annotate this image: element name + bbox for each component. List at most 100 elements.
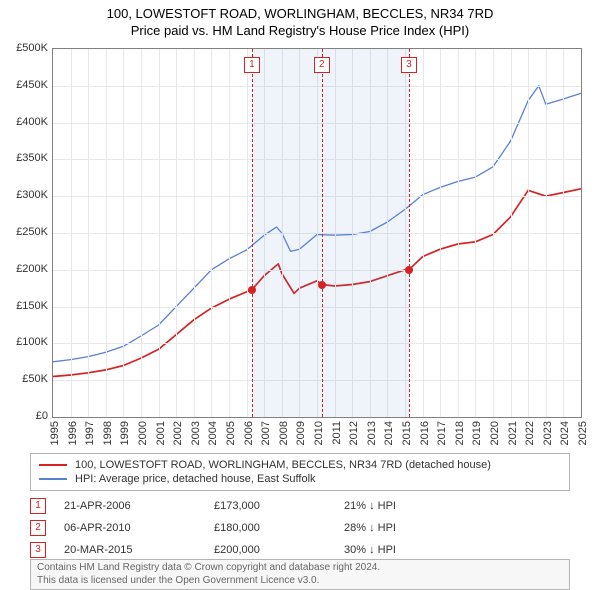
x-axis-label: 2007 <box>260 421 272 445</box>
x-gridline <box>176 49 177 417</box>
x-gridline <box>475 49 476 417</box>
x-axis-label: 2002 <box>172 421 184 445</box>
event-point <box>248 286 256 294</box>
x-axis-label: 2000 <box>137 421 149 445</box>
event-guideline <box>252 49 253 417</box>
footer: Contains HM Land Registry data © Crown c… <box>30 559 570 590</box>
x-gridline <box>194 49 195 417</box>
x-axis-label: 2015 <box>401 421 413 445</box>
x-axis-label: 2014 <box>383 421 395 445</box>
shaded-region <box>252 49 322 417</box>
x-gridline <box>123 49 124 417</box>
x-axis-label: 2005 <box>225 421 237 445</box>
y-axis-label: £350K <box>4 152 48 164</box>
x-axis-label: 1996 <box>67 421 79 445</box>
event-price: £200,000 <box>214 544 344 556</box>
event-note: 30% ↓ HPI <box>344 544 570 556</box>
x-gridline <box>71 49 72 417</box>
x-axis-label: 2011 <box>331 421 343 445</box>
x-axis-label: 2009 <box>295 421 307 445</box>
footer-line-1: Contains HM Land Registry data © Crown c… <box>37 562 563 575</box>
x-gridline <box>546 49 547 417</box>
legend-label: HPI: Average price, detached house, East… <box>75 473 316 485</box>
y-axis-label: £250K <box>4 226 48 238</box>
title-line-1: 100, LOWESTOFT ROAD, WORLINGHAM, BECCLES… <box>0 6 600 23</box>
x-axis-label: 2019 <box>471 421 483 445</box>
x-axis-label: 2003 <box>190 421 202 445</box>
x-axis-label: 2018 <box>454 421 466 445</box>
event-marker: 1 <box>244 57 260 73</box>
x-axis-label: 2024 <box>559 421 571 445</box>
event-date: 06-APR-2010 <box>64 522 214 534</box>
event-price: £180,000 <box>214 522 344 534</box>
x-gridline <box>229 49 230 417</box>
x-axis-label: 1997 <box>84 421 96 445</box>
legend: 100, LOWESTOFT ROAD, WORLINGHAM, BECCLES… <box>30 453 570 491</box>
x-axis-label: 1999 <box>119 421 131 445</box>
x-axis-label: 1995 <box>49 421 61 445</box>
x-gridline <box>423 49 424 417</box>
event-marker: 2 <box>314 57 330 73</box>
x-gridline <box>493 49 494 417</box>
x-gridline <box>88 49 89 417</box>
event-row: 3 20-MAR-2015 £200,000 30% ↓ HPI <box>30 539 570 561</box>
y-axis-label: £100K <box>4 336 48 348</box>
plot-area: 1995199619971998199920002001200220032004… <box>52 48 582 418</box>
legend-label: 100, LOWESTOFT ROAD, WORLINGHAM, BECCLES… <box>75 459 491 471</box>
title-line-2: Price paid vs. HM Land Registry's House … <box>0 23 600 40</box>
event-guideline <box>322 49 323 417</box>
y-axis-label: £0 <box>4 410 48 422</box>
event-date: 20-MAR-2015 <box>64 544 214 556</box>
x-gridline <box>563 49 564 417</box>
x-axis-label: 2001 <box>155 421 167 445</box>
legend-item-hpi: HPI: Average price, detached house, East… <box>39 472 561 486</box>
y-axis-label: £150K <box>4 300 48 312</box>
legend-item-property: 100, LOWESTOFT ROAD, WORLINGHAM, BECCLES… <box>39 458 561 472</box>
x-axis-label: 2013 <box>366 421 378 445</box>
x-axis-label: 2021 <box>507 421 519 445</box>
shaded-region <box>322 49 409 417</box>
event-guideline <box>409 49 410 417</box>
x-axis-label: 2008 <box>278 421 290 445</box>
x-gridline <box>528 49 529 417</box>
chart-container: 100, LOWESTOFT ROAD, WORLINGHAM, BECCLES… <box>0 0 600 590</box>
y-axis-label: £300K <box>4 189 48 201</box>
event-row: 1 21-APR-2006 £173,000 21% ↓ HPI <box>30 495 570 517</box>
x-axis-label: 2006 <box>243 421 255 445</box>
x-gridline <box>247 49 248 417</box>
x-gridline <box>159 49 160 417</box>
legend-swatch <box>39 478 67 480</box>
y-axis-label: £450K <box>4 79 48 91</box>
y-axis-label: £500K <box>4 42 48 54</box>
x-axis-label: 2020 <box>489 421 501 445</box>
x-gridline <box>141 49 142 417</box>
event-badge: 3 <box>30 542 46 558</box>
footer-line-2: This data is licensed under the Open Gov… <box>37 575 563 588</box>
event-date: 21-APR-2006 <box>64 500 214 512</box>
x-axis-label: 2022 <box>524 421 536 445</box>
x-gridline <box>458 49 459 417</box>
x-axis-label: 2023 <box>542 421 554 445</box>
event-point <box>405 266 413 274</box>
x-axis-label: 2025 <box>577 421 589 445</box>
event-badge: 2 <box>30 520 46 536</box>
x-axis-label: 2010 <box>313 421 325 445</box>
x-axis-label: 2017 <box>436 421 448 445</box>
y-axis-label: £200K <box>4 263 48 275</box>
event-note: 21% ↓ HPI <box>344 500 570 512</box>
x-gridline <box>106 49 107 417</box>
x-gridline <box>440 49 441 417</box>
x-axis-label: 2016 <box>419 421 431 445</box>
chart-title: 100, LOWESTOFT ROAD, WORLINGHAM, BECCLES… <box>0 0 600 40</box>
event-row: 2 06-APR-2010 £180,000 28% ↓ HPI <box>30 517 570 539</box>
x-axis-label: 2004 <box>207 421 219 445</box>
event-badge: 1 <box>30 498 46 514</box>
y-axis-label: £400K <box>4 116 48 128</box>
y-axis-label: £50K <box>4 373 48 385</box>
x-axis-label: 1998 <box>102 421 114 445</box>
event-marker: 3 <box>401 57 417 73</box>
event-point <box>318 281 326 289</box>
events-table: 1 21-APR-2006 £173,000 21% ↓ HPI 2 06-AP… <box>30 495 570 561</box>
x-gridline <box>511 49 512 417</box>
x-axis-label: 2012 <box>348 421 360 445</box>
